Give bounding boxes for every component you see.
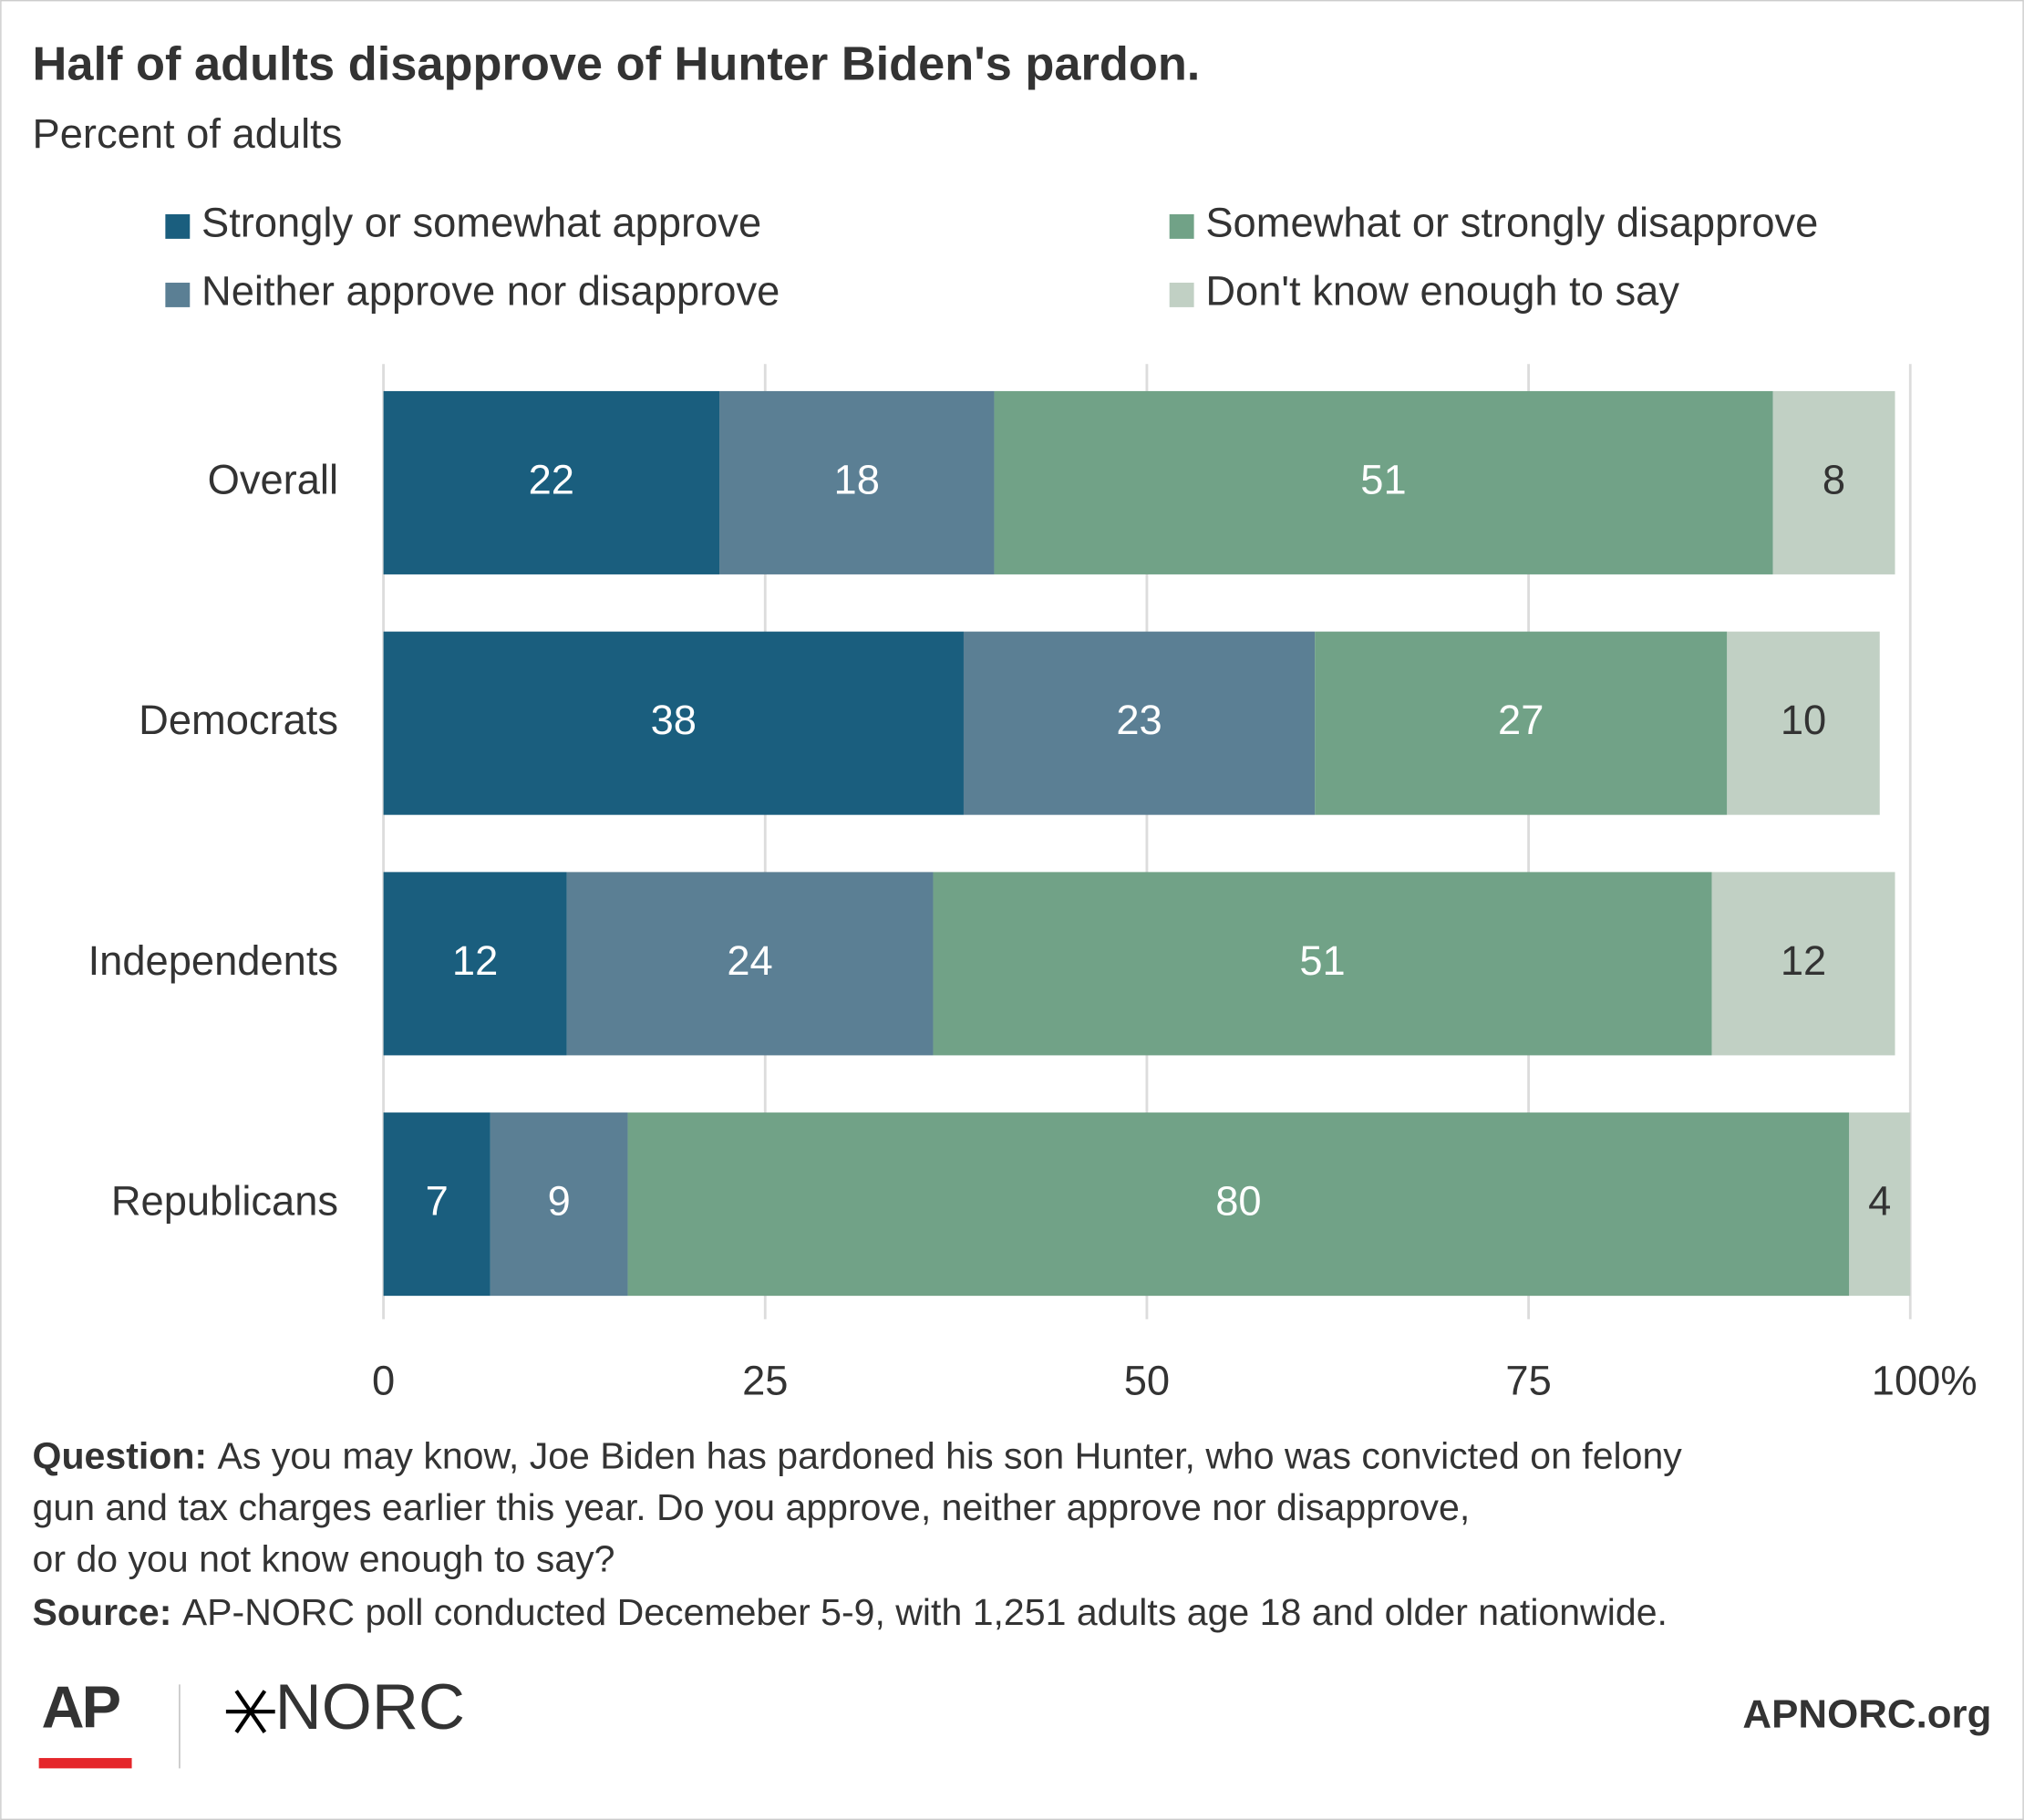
value-label: 27 [1498, 697, 1544, 743]
value-label: 8 [1823, 456, 1845, 502]
logo-ap: AP [41, 1673, 119, 1740]
value-label: 12 [452, 937, 498, 984]
bar-segment [933, 872, 1712, 1056]
x-tick-label: 100% [1872, 1357, 1978, 1403]
bar-segment [994, 390, 1773, 574]
logo-ap-bar [38, 1758, 132, 1769]
legend-swatch [1169, 283, 1194, 307]
value-label: 4 [1868, 1178, 1891, 1225]
site: APNORC.org [1742, 1691, 1991, 1736]
value-label: 51 [1360, 456, 1406, 502]
value-label: 12 [1781, 937, 1826, 984]
y-tick-label: Overall [208, 456, 338, 502]
bar-segment [1772, 390, 1895, 574]
question-text: or do you not know enough to say? [33, 1538, 615, 1580]
y-tick-label: Republicans [111, 1178, 338, 1225]
x-tick-label: 75 [1505, 1357, 1551, 1403]
bar-segment [383, 631, 964, 815]
x-tick-label: 25 [742, 1357, 788, 1403]
source: Source: AP-NORC poll conducted Decemeber… [33, 1591, 1668, 1633]
bar-segment [383, 872, 567, 1056]
legend-swatch [165, 283, 191, 307]
y-tick-label: Independents [88, 937, 338, 984]
bar-segment [566, 872, 934, 1056]
value-label: 80 [1215, 1178, 1261, 1225]
question-text: gun and tax charges earlier this year. D… [33, 1486, 1471, 1528]
bar-segment [963, 631, 1316, 815]
value-label: 23 [1116, 697, 1162, 743]
value-label: 51 [1299, 937, 1345, 984]
value-label: 10 [1781, 697, 1826, 743]
value-label: 18 [834, 456, 880, 502]
bar-segment [627, 1112, 1850, 1297]
legend-label: Don't know enough to say [1205, 268, 1679, 315]
bar-segment [1727, 631, 1880, 815]
x-tick-label: 50 [1124, 1357, 1170, 1403]
legend-label: Neither approve nor disapprove [201, 268, 780, 315]
source-text: AP-NORC poll conducted Decemeber 5-9, wi… [182, 1591, 1668, 1633]
value-label: 9 [548, 1178, 571, 1225]
logo-norc-star [225, 1690, 275, 1733]
bar-segment [490, 1112, 628, 1297]
x-tick-label: 0 [372, 1357, 395, 1403]
value-label: 7 [426, 1178, 449, 1225]
chart-title: Half of adults disapprove of Hunter Bide… [33, 37, 1201, 90]
bar-segment [383, 390, 720, 574]
question-text: As you may know, Joe Biden has pardoned … [218, 1434, 1683, 1476]
logo-norc: NORC [275, 1670, 465, 1742]
bar-segment [1849, 1112, 1911, 1297]
bar-segment [719, 390, 995, 574]
bar-segment [1711, 872, 1895, 1056]
legend-label: Strongly or somewhat approve [201, 200, 761, 246]
source-label: Source: [33, 1591, 172, 1633]
bar-segment [1315, 631, 1728, 815]
y-tick-label: Democrats [139, 697, 338, 743]
legend-swatch [165, 213, 191, 239]
value-label: 24 [727, 937, 772, 984]
bar-segment [383, 1112, 491, 1297]
legend-label: Somewhat or strongly disapprove [1205, 200, 1818, 246]
chart-subtitle: Percent of adults [33, 110, 343, 157]
question: Question: As you may know, Joe Biden has… [33, 1434, 1683, 1476]
value-label: 38 [651, 697, 697, 743]
question-label: Question: [33, 1434, 208, 1476]
value-label: 22 [529, 456, 574, 502]
legend-swatch [1169, 213, 1194, 239]
